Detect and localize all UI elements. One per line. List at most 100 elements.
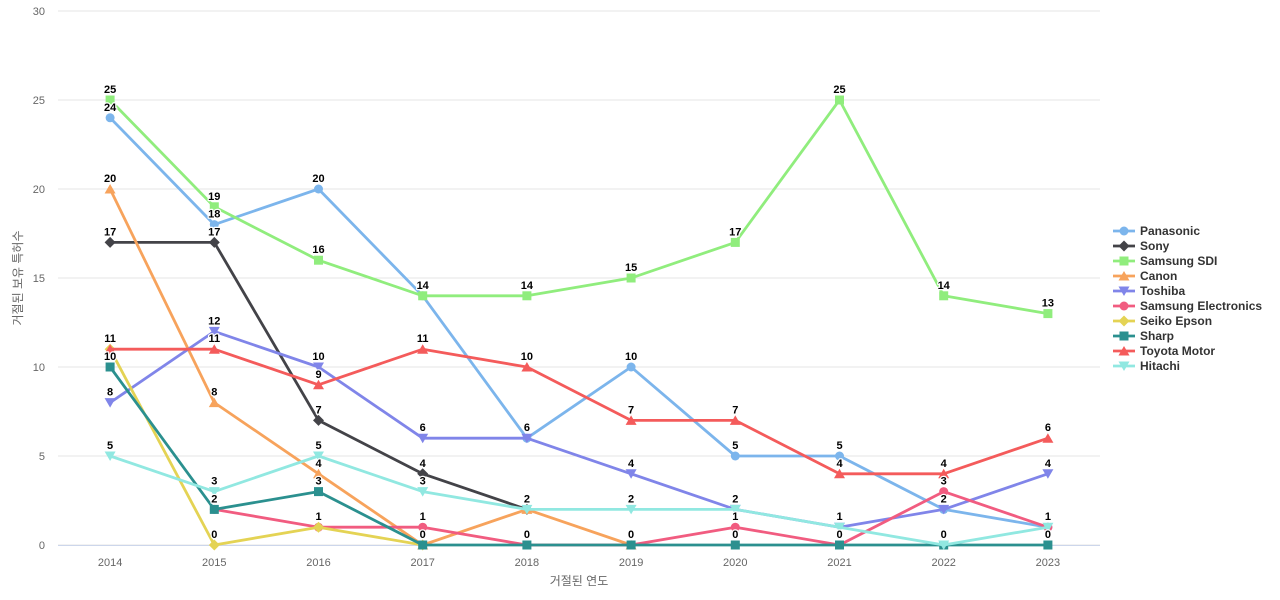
series-line-hitachi — [108, 454, 1050, 547]
legend-item-toyota-motor[interactable]: Toyota Motor — [1113, 343, 1262, 358]
data-point-marker-samsung-sdi — [418, 291, 428, 301]
data-label: 7 — [732, 404, 738, 416]
data-point-marker-toyota-motor — [521, 362, 533, 372]
data-label: 4 — [941, 458, 948, 470]
x-tick-label: 2018 — [515, 557, 539, 569]
x-tick-label: 2016 — [306, 557, 330, 569]
legend-item-samsung-electronics[interactable]: Samsung Electronics — [1113, 298, 1262, 313]
data-point-marker-toshiba — [208, 326, 220, 337]
legend-item-toshiba[interactable]: Toshiba — [1113, 283, 1262, 298]
data-point-marker-panasonic — [835, 451, 844, 461]
legend-marker-samsung-electronics — [1113, 301, 1135, 310]
data-label: 0 — [524, 529, 530, 541]
data-point-marker-hitachi — [521, 504, 533, 515]
data-label: 5 — [732, 440, 738, 452]
legend-item-seiko-epson[interactable]: Seiko Epson — [1113, 313, 1262, 328]
legend-label: Sharp — [1140, 328, 1175, 343]
legend-label: Panasonic — [1140, 223, 1201, 238]
series-line-panasonic — [108, 116, 1050, 529]
legend-item-sony[interactable]: Sony — [1113, 238, 1262, 253]
data-label: 9 — [315, 369, 321, 381]
data-label: 6 — [420, 422, 426, 434]
data-point-marker-hitachi — [729, 504, 741, 515]
data-point-marker-canon — [208, 397, 220, 408]
legend-marker-sharp — [1113, 331, 1135, 340]
data-label: 5 — [107, 440, 113, 452]
y-tick-label: 0 — [39, 540, 45, 552]
x-tick-label: 2017 — [410, 557, 434, 569]
legend: Panasonic Sony Samsung SDI Canon Toshiba Sams… — [1113, 223, 1262, 373]
series-line-samsung-sdi — [108, 98, 1050, 315]
data-label: 3 — [941, 476, 947, 488]
data-point-marker-hitachi — [625, 504, 637, 515]
legend-label: Sony — [1140, 238, 1170, 253]
legend-marker-samsung-sdi — [1113, 256, 1135, 265]
data-label: 7 — [315, 404, 321, 416]
data-label: 1 — [315, 511, 321, 523]
data-label: 8 — [107, 387, 113, 399]
data-label: 2 — [211, 493, 217, 505]
data-label: 10 — [625, 351, 637, 363]
data-point-marker-panasonic — [314, 184, 323, 194]
legend-item-panasonic[interactable]: Panasonic — [1113, 223, 1262, 238]
data-point-marker-canon — [313, 468, 324, 479]
data-label: 3 — [420, 476, 426, 488]
y-tick-label: 30 — [33, 6, 45, 18]
data-label: 11 — [417, 333, 429, 345]
data-point-marker-toshiba — [625, 469, 637, 479]
data-point-marker-samsung-sdi — [626, 273, 636, 283]
legend-item-canon[interactable]: Canon — [1113, 268, 1262, 283]
x-tick-label: 2022 — [931, 557, 955, 569]
data-point-marker-toshiba — [1042, 469, 1054, 479]
data-point-marker-panasonic — [626, 362, 636, 372]
data-label: 0 — [211, 529, 217, 541]
data-label: 2 — [941, 493, 947, 505]
data-label: 4 — [1045, 458, 1052, 470]
data-label: 14 — [521, 280, 534, 292]
data-point-marker-sony — [104, 236, 116, 248]
legend-item-samsung-sdi[interactable]: Samsung SDI — [1113, 253, 1262, 268]
data-point-marker-sharp — [730, 540, 740, 550]
data-point-marker-toyota-motor — [208, 344, 220, 354]
data-point-marker-sony — [313, 414, 324, 426]
data-point-marker-toyota-motor — [834, 468, 845, 479]
data-point-marker-toyota-motor — [417, 344, 429, 354]
data-label: 1 — [732, 511, 738, 523]
data-point-marker-sony — [208, 236, 220, 248]
data-point-marker-toshiba — [521, 433, 533, 444]
series-line-canon — [108, 187, 633, 547]
data-point-marker-samsung-electronics — [939, 487, 949, 497]
x-tick-label: 2015 — [202, 557, 226, 569]
data-label: 13 — [1042, 298, 1054, 310]
data-label: 0 — [1045, 529, 1051, 541]
legend-label: Hitachi — [1140, 358, 1181, 373]
data-label: 4 — [315, 458, 322, 470]
data-point-marker-samsung-electronics — [730, 522, 740, 532]
legend-marker-seiko-epson — [1113, 315, 1135, 326]
series-line-toyota-motor — [108, 347, 1050, 476]
data-point-marker-toyota-motor — [729, 415, 741, 425]
data-point-marker-hitachi — [1042, 522, 1054, 533]
data-point-marker-sharp — [626, 540, 636, 550]
legend-item-sharp[interactable]: Sharp — [1113, 328, 1262, 343]
data-point-marker-seiko-epson — [208, 539, 220, 551]
data-label: 5 — [315, 440, 321, 452]
x-tick-label: 2019 — [619, 557, 643, 569]
y-tick-label: 20 — [33, 184, 45, 196]
data-point-marker-samsung-sdi — [314, 255, 323, 265]
legend-marker-sony — [1113, 240, 1135, 251]
series-line-sharp — [108, 365, 1050, 547]
x-tick-label: 2021 — [827, 557, 851, 569]
data-point-marker-sharp — [1043, 540, 1053, 550]
data-label: 14 — [417, 280, 430, 292]
data-label: 8 — [211, 387, 217, 399]
legend-item-hitachi[interactable]: Hitachi — [1113, 358, 1262, 373]
data-label: 6 — [1045, 422, 1051, 434]
data-label: 3 — [211, 476, 217, 488]
data-label: 15 — [625, 262, 637, 274]
data-label: 4 — [836, 458, 843, 470]
data-point-marker-toshiba — [938, 504, 950, 515]
data-label: 17 — [208, 226, 220, 238]
y-tick-label: 25 — [33, 95, 45, 107]
